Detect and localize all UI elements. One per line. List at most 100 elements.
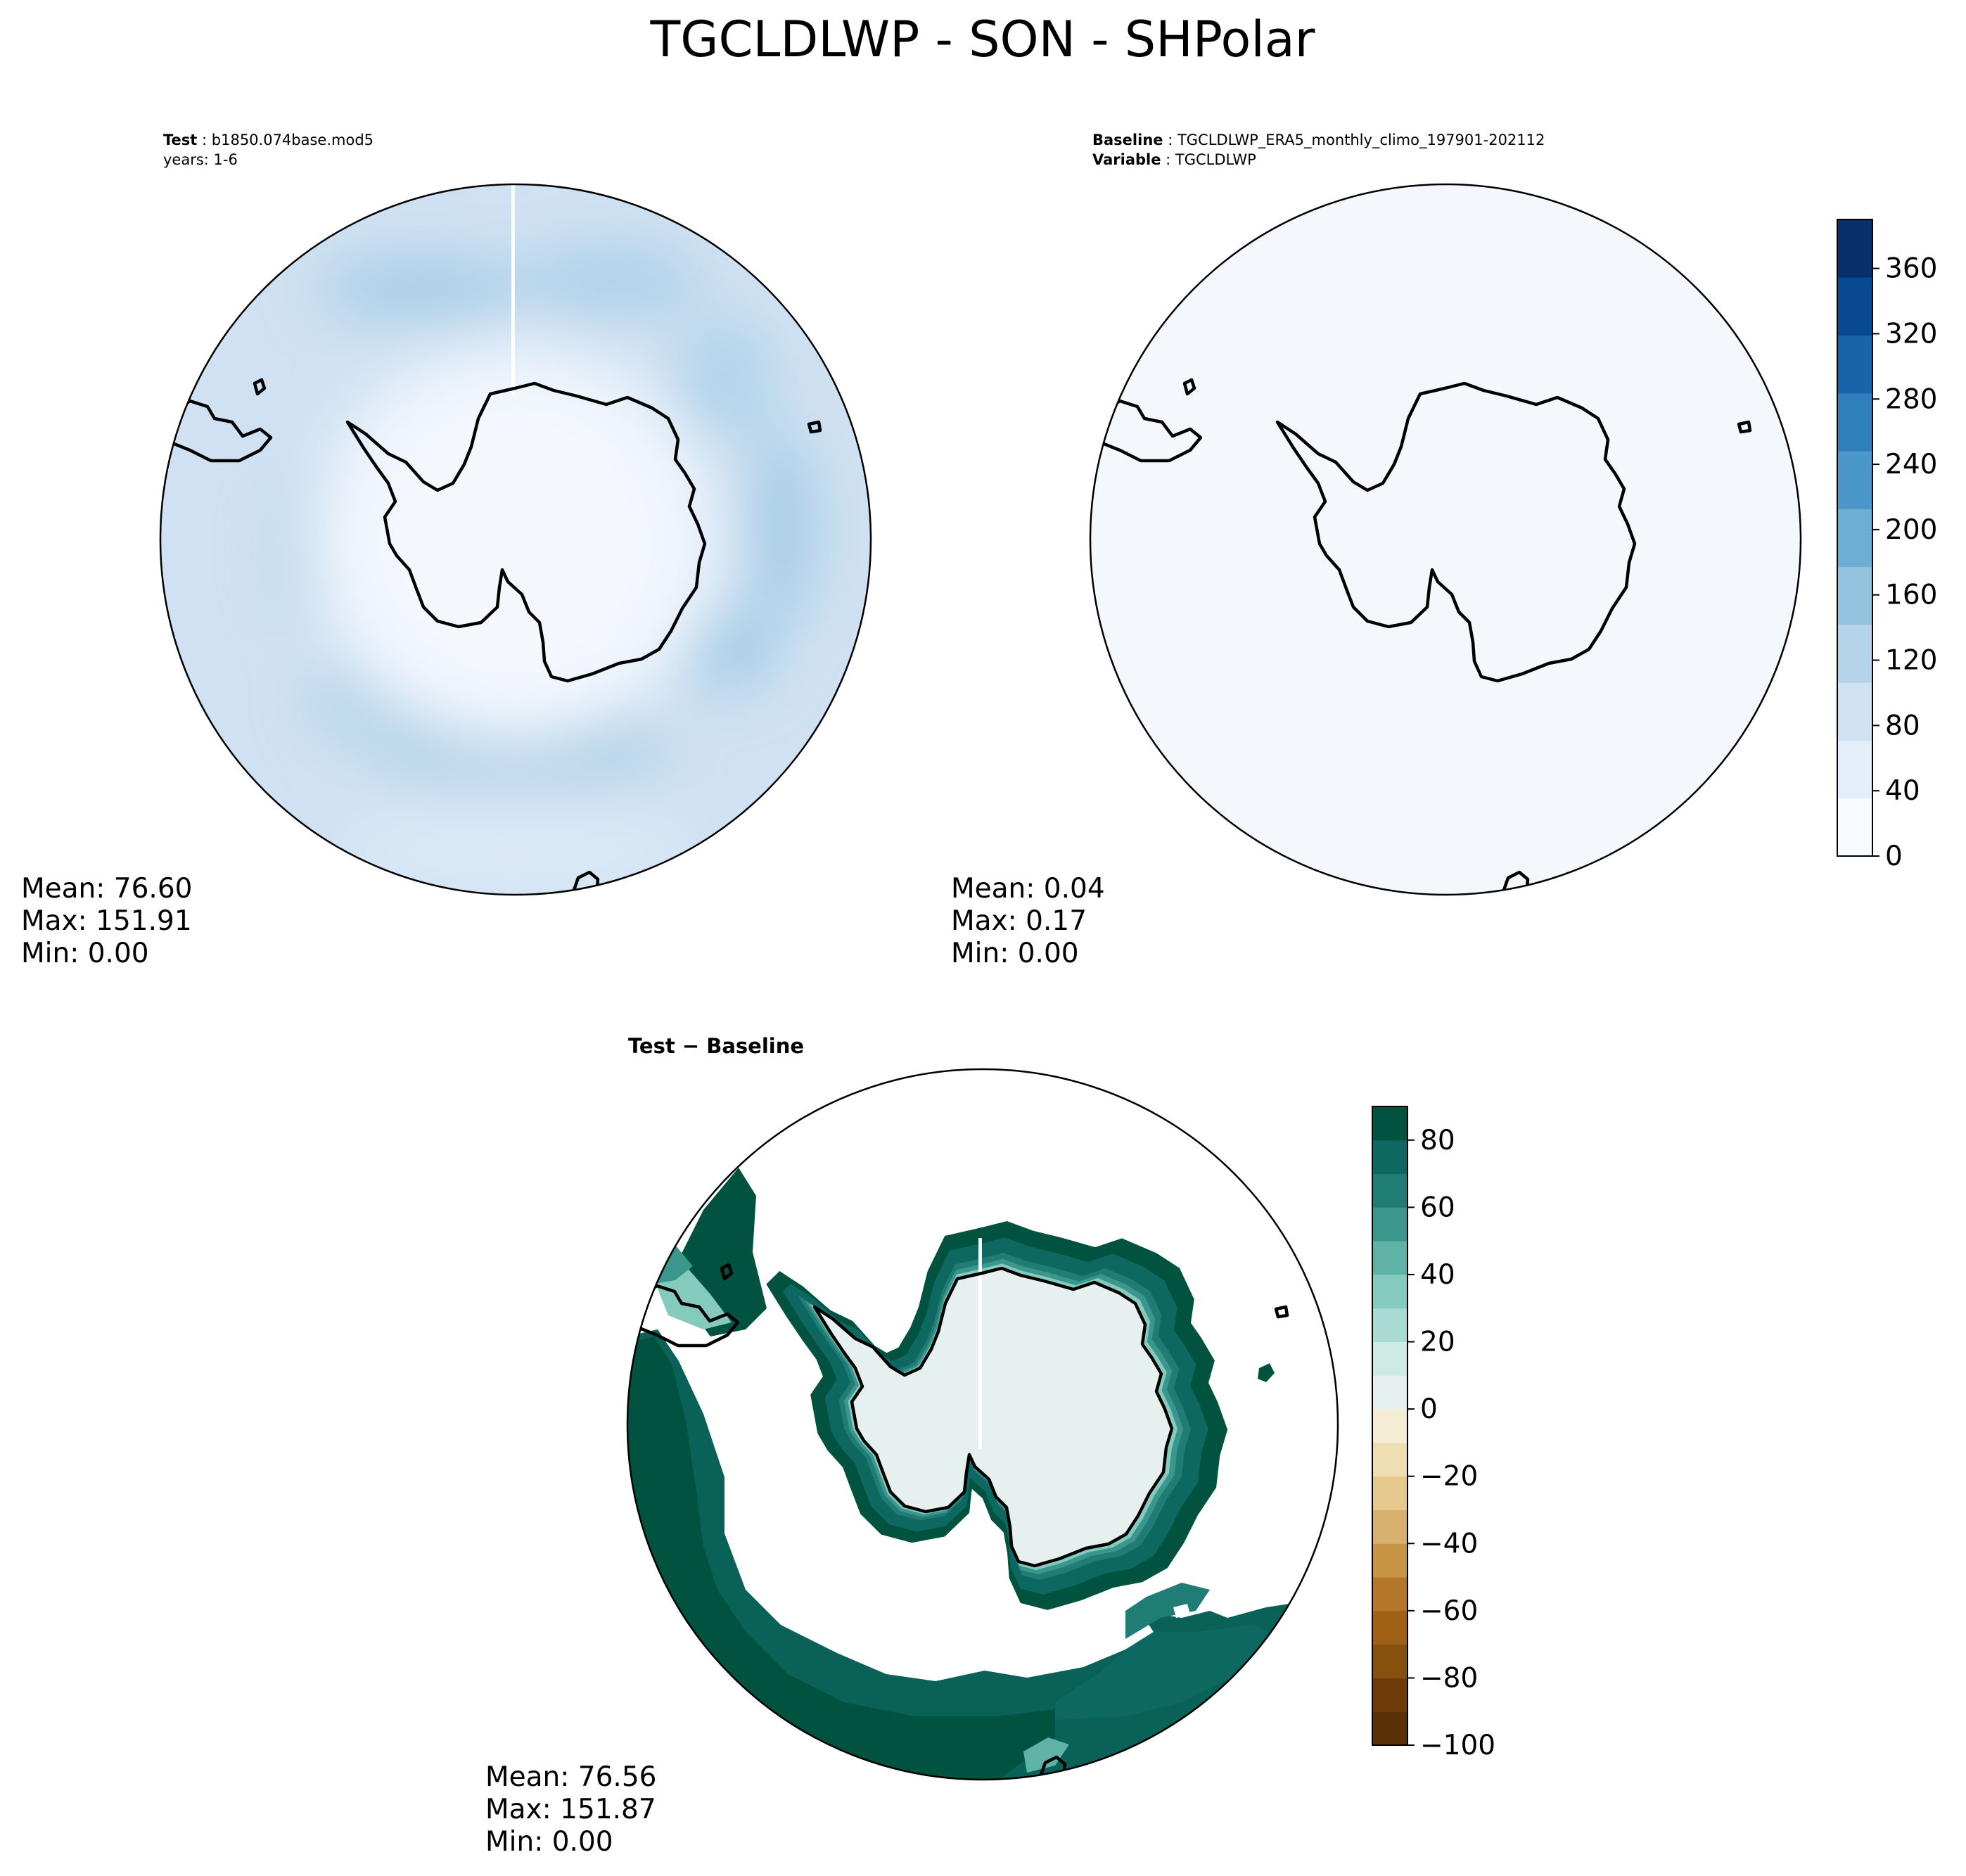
test-header-line2: years: 1-6 [163,151,238,168]
test-coastline-falklands [253,378,267,396]
test-blob [317,257,528,320]
panel-baseline: Baseline : TGCLDLWP_ERA5_monthly_climo_1… [951,132,1802,969]
colorbar-brbg-swatch [1372,1644,1408,1678]
diff-blob-island [1258,1363,1275,1382]
test-header-line1: Test : b1850.074base.mod5 [163,132,374,148]
baseline-coastline-south-america [1097,399,1203,463]
colorbar-blues-tick-label: 240 [1885,449,1937,480]
colorbar-brbg-swatch [1372,1274,1408,1309]
colorbar-brbg-swatch [1372,1375,1408,1410]
test-blob [521,246,703,317]
colorbar-brbg-swatch [1372,1442,1408,1477]
diff-map-boundary [626,1068,1339,1781]
colorbar-brbg-swatch [1372,1207,1408,1242]
colorbar-brbg-swatches [1372,1106,1408,1746]
test-label-sep: : [197,132,211,148]
colorbar-brbg-ticks: −100 −80 −60 −40 −20 0 20 40 60 80 [1408,1125,1495,1761]
baseline-coastline-island-east [1737,420,1752,434]
test-map-shading [278,246,816,893]
baseline-map-boundary [1089,183,1802,896]
colorbar-blues-tick-label: 320 [1885,318,1937,350]
diff-map [627,1069,1338,1780]
colorbar-brbg-swatch [1372,1577,1408,1612]
test-seam [511,184,515,395]
baseline-stat-mean: Mean: 0.04 [951,873,1105,905]
colorbar-brbg-tick-label: −80 [1420,1662,1478,1694]
colorbar-brbg-tick-label: −60 [1420,1595,1478,1627]
test-coastline-island-east [807,420,822,434]
colorbar-blues-swatch [1837,798,1872,857]
panel-diff: Test − Baseline [485,1034,1339,1858]
test-map-boundary [159,183,872,896]
colorbar-brbg-swatch [1372,1610,1408,1645]
diff-coastline-south-america [634,1284,740,1348]
test-coastline-south-america [167,399,273,463]
colorbar-brbg-swatch [1372,1308,1408,1343]
test-stat-mean: Mean: 76.60 [21,873,192,905]
baseline-stat-min: Min: 0.00 [951,938,1079,969]
diff-stat-mean: Mean: 76.56 [485,1761,656,1793]
diff-coastline-falklands [720,1263,734,1281]
colorbar-blues-tick-label: 360 [1885,253,1937,285]
colorbar-brbg-tick-label: −20 [1420,1461,1478,1493]
colorbar-brbg-swatch [1372,1711,1408,1746]
panel-test: Test : b1850.074base.mod5 years: 1-6 [21,132,872,969]
colorbar-blues-swatch [1837,277,1872,336]
colorbar-blues-swatch [1837,451,1872,509]
baseline-label-bold: Baseline [1092,132,1163,148]
colorbar-blues-swatch [1837,335,1872,394]
diff-title: Test − Baseline [628,1034,804,1058]
baseline-header-line1: Baseline : TGCLDLWP_ERA5_monthly_climo_1… [1092,132,1545,149]
colorbar-blues-tick-label: 280 [1885,383,1937,415]
test-blob [333,809,698,893]
test-label-bold: Test [163,132,197,148]
baseline-coastline-falklands [1182,378,1196,396]
colorbar-brbg-swatch [1372,1510,1408,1544]
test-stat-max: Max: 151.91 [21,905,192,937]
test-label-value: b1850.074base.mod5 [212,132,374,148]
baseline-label-value: TGCLDLWP_ERA5_monthly_climo_197901-20211… [1177,132,1545,149]
colorbar-blues-swatch [1837,393,1872,452]
baseline-map-base [1090,184,1801,895]
diff-stat-min: Min: 0.00 [485,1826,613,1858]
colorbar-brbg-swatch [1372,1543,1408,1578]
diff-ocean-band-east [1055,1625,1287,1720]
diff-plume-atlantic-light [654,1266,732,1329]
test-blob [746,429,816,626]
test-map [160,184,871,895]
baseline-variable-value: TGCLDLWP [1175,151,1256,168]
colorbar-brbg-tick-label: 20 [1420,1327,1455,1358]
colorbar-brbg-swatch [1372,1678,1408,1712]
colorbar-blues-swatch [1837,740,1872,799]
colorbar-blues-ticks: 0 40 80 120 160 200 240 280 320 360 [1872,253,1937,872]
test-stat-min: Min: 0.00 [21,938,149,969]
diff-seam [978,1238,982,1449]
test-blob [350,380,681,703]
colorbar-blues-tick-label: 160 [1885,580,1937,611]
colorbar-blues-swatch [1837,509,1872,568]
colorbar-blues-swatch [1837,682,1872,741]
colorbar-brbg-frame [1372,1106,1408,1746]
baseline-header-line2: Variable : TGCLDLWP [1092,151,1256,168]
colorbar-brbg-swatch [1372,1140,1408,1175]
colorbar-blues-tick-label: 200 [1885,514,1937,546]
colorbar-blues: 0 40 80 120 160 200 240 280 320 360 [1837,219,1937,872]
colorbar-brbg-swatch [1372,1106,1408,1141]
colorbar-blues-swatch [1837,219,1872,278]
colorbar-brbg: −100 −80 −60 −40 −20 0 20 40 60 80 [1372,1106,1495,1761]
colorbar-brbg-swatch [1372,1173,1408,1208]
colorbar-brbg-tick-label: 40 [1420,1259,1455,1291]
colorbar-blues-swatches [1837,219,1872,857]
colorbar-blues-swatch [1837,566,1872,625]
colorbar-brbg-tick-label: −40 [1420,1528,1478,1559]
diff-blob-southern [1023,1737,1069,1773]
colorbar-brbg-swatch [1372,1341,1408,1376]
baseline-label-sep: : [1163,132,1177,148]
colorbar-brbg-tick-label: −100 [1420,1730,1495,1761]
test-blob [675,317,774,443]
colorbar-brbg-tick-label: 60 [1420,1192,1455,1223]
diff-plume-east [1125,1583,1210,1639]
colorbar-brbg-swatch [1372,1409,1408,1443]
baseline-variable-bold: Variable [1092,151,1161,168]
